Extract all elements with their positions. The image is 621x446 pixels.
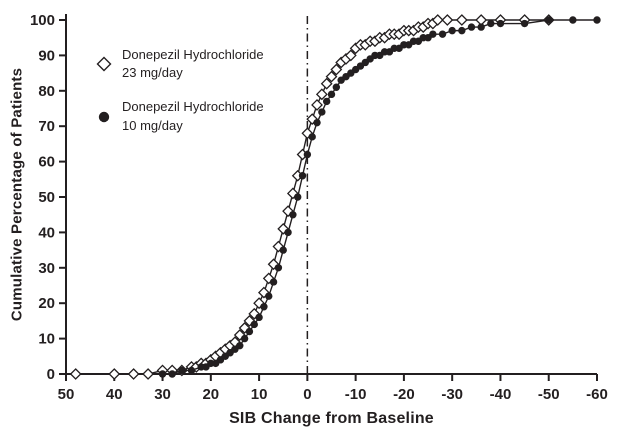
legend: Donepezil Hydrochloride 23 mg/day Donepe…	[96, 46, 264, 135]
svg-text:10: 10	[251, 386, 268, 403]
legend-label-10mg: Donepezil Hydrochloride 10 mg/day	[122, 98, 264, 134]
svg-text:30: 30	[38, 260, 55, 277]
svg-text:-40: -40	[490, 386, 512, 403]
open-diamond-icon	[96, 56, 122, 72]
y-axis-label: Cumulative Percentage of Patients	[8, 67, 26, 322]
svg-text:70: 70	[38, 118, 55, 135]
svg-text:40: 40	[38, 224, 55, 241]
svg-text:-20: -20	[393, 386, 415, 403]
legend-item-10mg: Donepezil Hydrochloride 10 mg/day	[96, 98, 264, 134]
svg-text:50: 50	[58, 386, 75, 403]
svg-text:-50: -50	[538, 386, 560, 403]
svg-text:-10: -10	[345, 386, 367, 403]
svg-text:30: 30	[154, 386, 171, 403]
legend-item-23mg: Donepezil Hydrochloride 23 mg/day	[96, 46, 264, 82]
svg-text:-30: -30	[441, 386, 463, 403]
svg-text:50: 50	[38, 189, 55, 206]
legend-label-23mg-line2: 23 mg/day	[122, 65, 183, 81]
svg-text:20: 20	[202, 386, 219, 403]
svg-text:60: 60	[38, 154, 55, 171]
legend-label-23mg: Donepezil Hydrochloride 23 mg/day	[122, 46, 264, 82]
legend-label-23mg-line1: Donepezil Hydrochloride	[122, 47, 264, 62]
svg-text:0: 0	[47, 366, 55, 383]
x-axis-label: SIB Change from Baseline	[229, 410, 434, 427]
svg-text:100: 100	[30, 12, 55, 29]
legend-label-10mg-line1: Donepezil Hydrochloride	[122, 99, 264, 115]
svg-text:80: 80	[38, 83, 55, 100]
legend-label-10mg-line2: 10 mg/day	[122, 117, 183, 133]
svg-text:0: 0	[303, 386, 311, 403]
svg-text:-60: -60	[586, 386, 608, 403]
svg-text:40: 40	[106, 386, 123, 403]
filled-circle-icon	[96, 109, 122, 125]
svg-text:10: 10	[38, 331, 55, 348]
svg-text:20: 20	[38, 295, 55, 312]
svg-text:90: 90	[38, 47, 55, 64]
